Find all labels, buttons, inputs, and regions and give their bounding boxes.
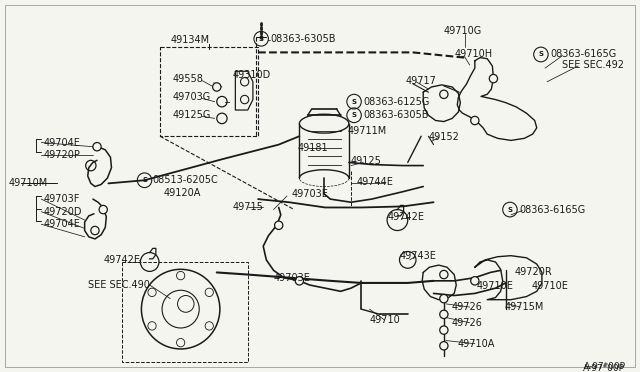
Circle shape bbox=[440, 295, 448, 303]
Text: 49743E: 49743E bbox=[399, 251, 436, 261]
Text: 49720D: 49720D bbox=[44, 207, 82, 217]
Text: 49710M: 49710M bbox=[8, 179, 47, 188]
Text: 08363-6305B: 08363-6305B bbox=[364, 110, 429, 120]
Text: 08513-6205C: 08513-6205C bbox=[153, 175, 218, 185]
Circle shape bbox=[440, 270, 448, 279]
Text: 49181: 49181 bbox=[298, 143, 328, 153]
Text: 49125G: 49125G bbox=[172, 110, 211, 120]
Circle shape bbox=[440, 341, 448, 350]
Text: S: S bbox=[351, 99, 356, 105]
Text: 49720P: 49720P bbox=[44, 150, 80, 160]
Circle shape bbox=[440, 90, 448, 99]
Circle shape bbox=[470, 277, 479, 285]
Text: 49703G: 49703G bbox=[172, 93, 211, 102]
Text: 49710A: 49710A bbox=[458, 339, 495, 349]
Text: 49742E: 49742E bbox=[103, 255, 140, 265]
Text: S: S bbox=[538, 51, 543, 58]
Text: 49703E: 49703E bbox=[273, 273, 310, 283]
Circle shape bbox=[470, 116, 479, 125]
Text: S: S bbox=[142, 177, 147, 183]
Text: 49710E: 49710E bbox=[532, 281, 568, 291]
Text: S: S bbox=[508, 206, 513, 212]
Text: 49726: 49726 bbox=[451, 302, 482, 312]
Text: 49742E: 49742E bbox=[387, 212, 424, 222]
Text: 49710G: 49710G bbox=[444, 26, 482, 36]
Text: A-97*00P: A-97*00P bbox=[583, 364, 625, 372]
Text: 49717: 49717 bbox=[406, 76, 436, 86]
Text: 49720R: 49720R bbox=[514, 267, 552, 278]
Text: 08363-6305B: 08363-6305B bbox=[271, 34, 336, 44]
Circle shape bbox=[295, 277, 303, 285]
Text: A-97*00P: A-97*00P bbox=[584, 362, 627, 371]
Text: 49710E: 49710E bbox=[477, 281, 514, 291]
Text: 49744E: 49744E bbox=[356, 177, 393, 187]
Text: 49726: 49726 bbox=[451, 318, 482, 328]
Text: 08363-6125G: 08363-6125G bbox=[364, 97, 429, 107]
Text: 49715: 49715 bbox=[232, 202, 263, 212]
Circle shape bbox=[93, 142, 101, 151]
Text: 49710H: 49710H bbox=[454, 49, 492, 60]
Circle shape bbox=[440, 310, 448, 318]
Text: S: S bbox=[351, 112, 356, 118]
Circle shape bbox=[275, 221, 283, 230]
Text: 49703F: 49703F bbox=[44, 194, 80, 204]
Text: 49120A: 49120A bbox=[163, 188, 200, 198]
Text: 49134M: 49134M bbox=[170, 35, 209, 45]
Circle shape bbox=[99, 205, 108, 214]
Text: 49704E: 49704E bbox=[44, 138, 80, 148]
Text: SEE SEC.492: SEE SEC.492 bbox=[561, 60, 623, 70]
Text: 49152: 49152 bbox=[428, 132, 460, 142]
Text: 49703E: 49703E bbox=[291, 189, 328, 199]
Text: S: S bbox=[259, 36, 264, 42]
Text: SEE SEC.490: SEE SEC.490 bbox=[88, 280, 150, 290]
Text: 49558: 49558 bbox=[172, 74, 204, 84]
Text: 49310D: 49310D bbox=[232, 70, 271, 80]
Text: 08363-6165G: 08363-6165G bbox=[519, 205, 586, 215]
Text: 49715M: 49715M bbox=[505, 302, 544, 312]
Circle shape bbox=[91, 226, 99, 235]
Text: 49125: 49125 bbox=[351, 156, 382, 166]
Circle shape bbox=[212, 83, 221, 91]
Text: 49704E: 49704E bbox=[44, 219, 80, 229]
Text: 08363-6165G: 08363-6165G bbox=[550, 49, 616, 60]
Circle shape bbox=[440, 326, 448, 334]
Text: 49710: 49710 bbox=[369, 315, 400, 325]
Text: 49711M: 49711M bbox=[348, 126, 387, 136]
Circle shape bbox=[490, 74, 497, 83]
